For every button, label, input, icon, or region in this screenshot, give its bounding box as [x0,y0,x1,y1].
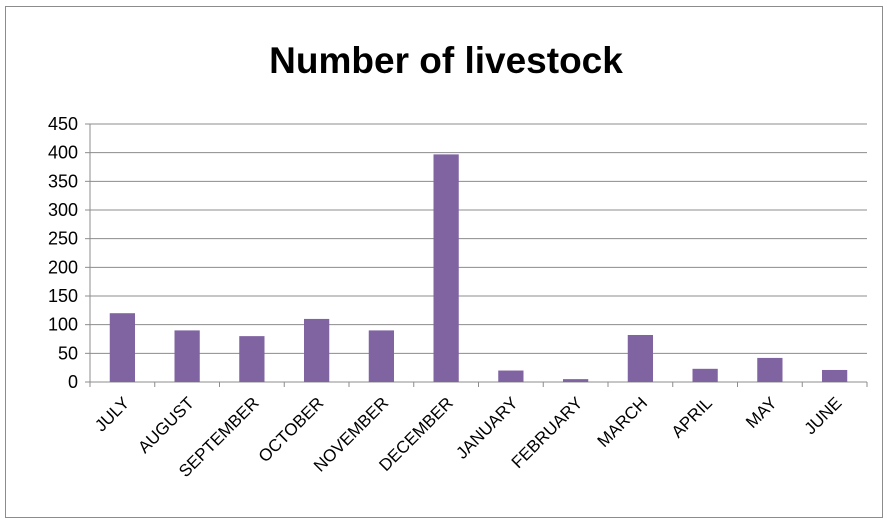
bar-february [562,379,589,382]
bar-september [239,336,265,382]
bar-june [821,369,848,382]
y-tick-label: 200 [48,257,78,277]
x-category-label: AUGUST [134,393,198,457]
bar-december [433,154,459,382]
y-tick-label: 150 [48,286,78,306]
y-tick-label: 300 [48,200,78,220]
bar-august [174,330,200,382]
bar-march [627,334,654,382]
x-category-label: JULY [91,393,133,435]
bar-april [692,368,718,382]
bar-may [757,357,783,382]
y-tick-label: 400 [48,143,78,163]
bar-october [303,318,330,382]
x-category-label: JANUARY [452,393,521,462]
y-tick-label: 350 [48,171,78,191]
x-category-label: MARCH [594,393,652,451]
chart-title: Number of livestock [269,40,623,81]
y-tick-label: 100 [48,315,78,335]
x-category-label: MAY [742,393,781,432]
y-tick-label: 50 [58,343,78,363]
y-tick-label: 250 [48,229,78,249]
x-category-label: APRIL [668,393,716,441]
y-tick-label: 0 [68,372,78,392]
bar-november [368,330,395,382]
x-category-label: JUNE [801,393,846,438]
y-tick-label: 450 [48,114,78,134]
bar-january [498,370,524,382]
bar-july [109,313,136,382]
